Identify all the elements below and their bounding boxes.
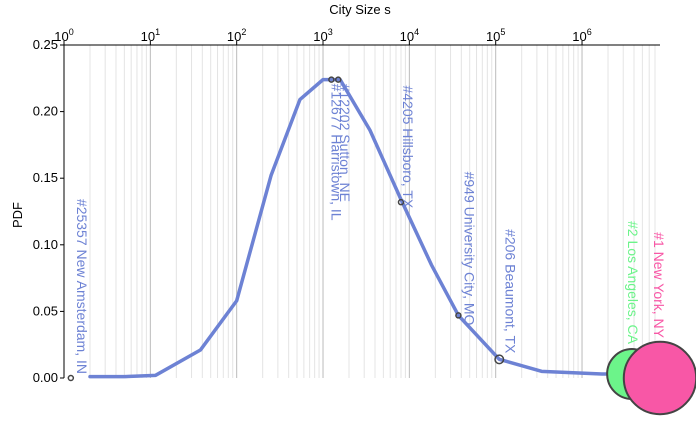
x-tick-base: 10 — [572, 29, 586, 44]
y-tick-label: 0.20 — [33, 104, 58, 119]
x-tick-label: 105 — [486, 27, 505, 44]
x-tick-exponent: 2 — [241, 27, 246, 37]
annotation-label: #12677 Harristown, IL — [328, 84, 344, 221]
annotation-marker — [397, 198, 405, 206]
x-tick-exponent: 0 — [69, 27, 74, 37]
x-tick-base: 10 — [486, 29, 500, 44]
x-tick-exponent: 3 — [328, 27, 333, 37]
y-tick-label: 0.05 — [33, 303, 58, 318]
annotation-label: #2 Los Angeles, CA — [625, 221, 641, 345]
annotation-marker — [622, 340, 696, 416]
y-axis-title: PDF — [10, 202, 25, 228]
x-tick-label: 101 — [141, 27, 160, 44]
annotation-marker — [494, 354, 505, 365]
x-tick-base: 10 — [227, 29, 241, 44]
annotation-label: #12202 Sutton, NE — [337, 84, 353, 202]
x-axis-title: City Size s — [329, 2, 391, 17]
x-tick-exponent: 6 — [587, 27, 592, 37]
x-tick-base: 10 — [313, 29, 327, 44]
y-tick-label: 0.15 — [33, 170, 58, 185]
x-tick-exponent: 4 — [414, 27, 419, 37]
annotation-marker — [334, 76, 342, 83]
y-tick-label: 0.10 — [33, 237, 58, 252]
x-tick-base: 10 — [54, 29, 68, 44]
annotation-marker — [67, 374, 75, 382]
annotation-label: #949 University City, MO — [461, 172, 477, 326]
x-tick-exponent: 1 — [155, 27, 160, 37]
annotation-marker — [328, 76, 335, 83]
x-tick-label: 106 — [572, 27, 591, 44]
x-tick-base: 10 — [400, 29, 414, 44]
y-tick-label: 0.25 — [33, 37, 58, 52]
annotation-label: #4205 Hillsboro, TX — [400, 85, 416, 208]
annotation-marker — [455, 312, 462, 319]
x-tick-label: 103 — [313, 27, 332, 44]
x-tick-exponent: 5 — [500, 27, 505, 37]
x-tick-label: 100 — [54, 27, 73, 44]
annotation-label: #25357 New Amsterdam, IN — [74, 199, 90, 374]
annotation-label: #1 New York, NY — [651, 232, 667, 338]
annotation-label: #206 Beaumont, TX — [502, 229, 518, 354]
x-tick-label: 102 — [227, 27, 246, 44]
y-tick-label: 0.00 — [33, 370, 58, 385]
x-tick-base: 10 — [141, 29, 155, 44]
line-series — [88, 77, 634, 379]
x-tick-label: 104 — [400, 27, 419, 44]
